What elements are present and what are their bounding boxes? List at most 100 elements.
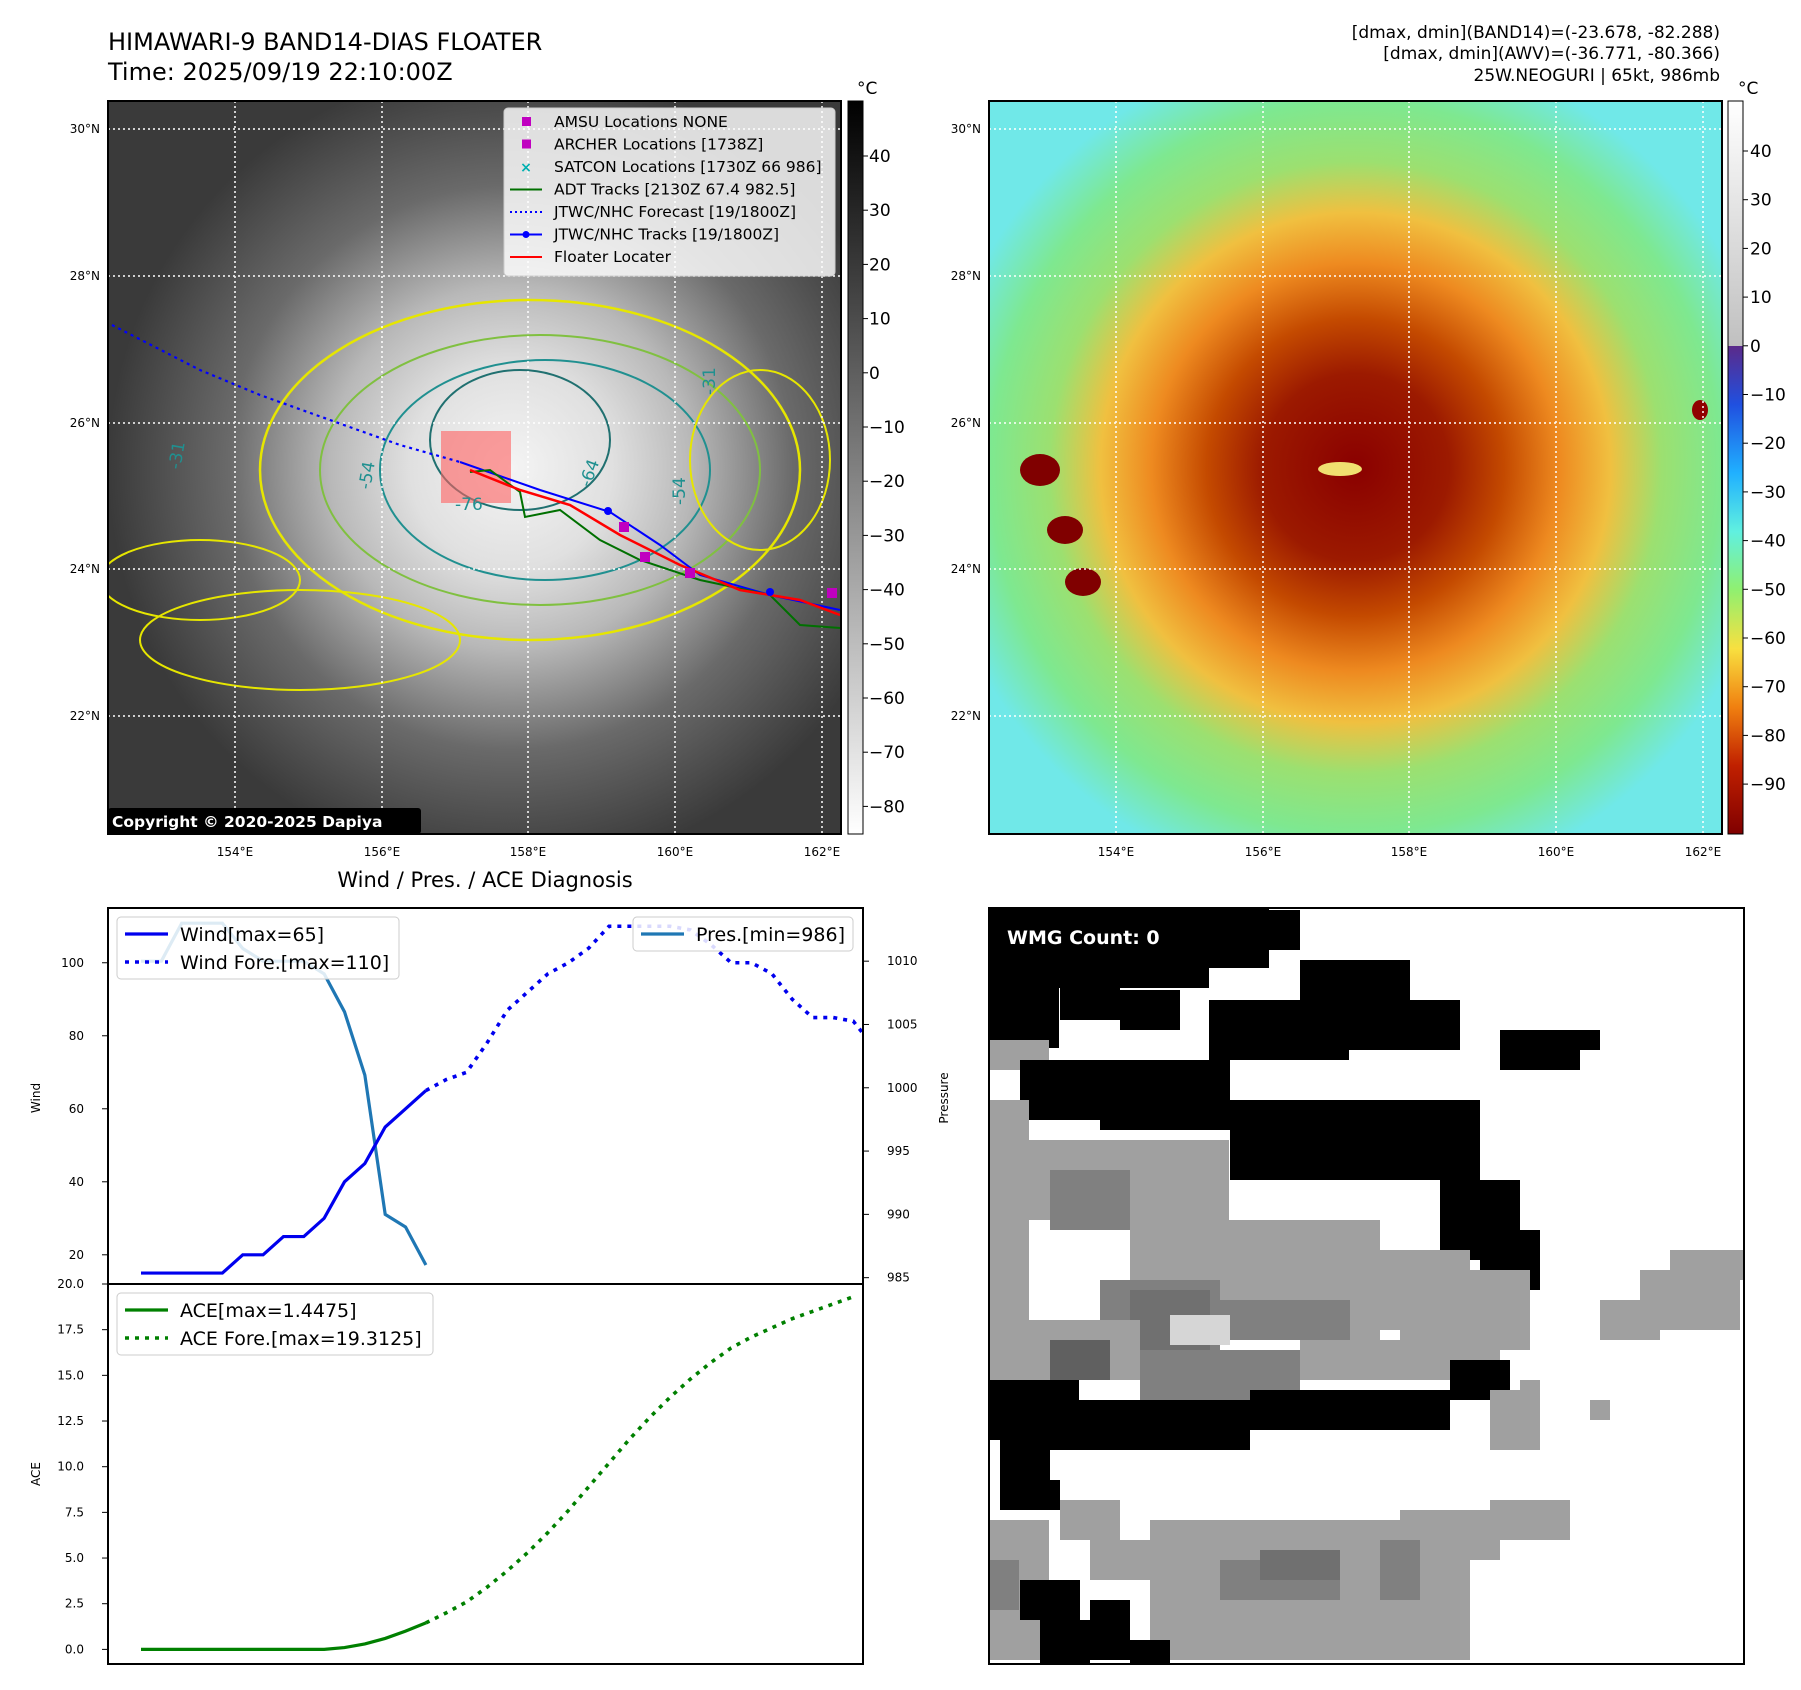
wmg-block [1560, 1030, 1600, 1050]
colorbar-left-bar [847, 100, 864, 835]
lon-label: 156°E [364, 845, 401, 859]
awv-map-frame [988, 100, 1723, 835]
colorbar-right-top [1728, 101, 1743, 346]
awv-eye [1318, 462, 1362, 476]
archer-point [640, 552, 650, 562]
colorbar-right-tick: 0 [1750, 337, 1761, 357]
contour-west-band [108, 539, 301, 621]
wind-observed-line [141, 1089, 427, 1275]
info-storm: 25W.NEOGURI | 65kt, 986mb [1474, 66, 1720, 86]
jtwc-point [766, 588, 774, 596]
wind-tick: 60 [69, 1102, 84, 1116]
wmg-block [1230, 910, 1300, 950]
colorbar-right-tick: 20 [1750, 239, 1772, 259]
lat-label: 30°N [70, 122, 100, 136]
wind-tick: 100 [61, 956, 84, 970]
archer-point [827, 588, 837, 598]
wmg-block [1590, 1400, 1610, 1420]
wmg-frame [988, 907, 1745, 1665]
ace-tick: 10.0 [57, 1460, 84, 1474]
archer-point [685, 568, 695, 578]
lat-label: 30°N [951, 122, 981, 136]
lon-label: 158°E [510, 845, 547, 859]
wmg-block [1020, 1580, 1080, 1620]
pressure-tick: 1000 [887, 1081, 918, 1095]
ace-tick: 0.0 [65, 1642, 84, 1656]
colorbar-left-tick: 20 [869, 255, 891, 275]
pressure-tick: 990 [887, 1207, 910, 1221]
wmg-block [1220, 1300, 1350, 1340]
info-band14: [dmax, dmin](BAND14)=(-23.678, -82.288) [1352, 23, 1720, 43]
colorbar-left-tick: 10 [869, 310, 891, 330]
legend-ace: ACE[max=1.4475] [180, 1300, 357, 1322]
map-legend-label: Floater Locater [554, 248, 672, 266]
lon-label: 162°E [1685, 845, 1722, 859]
lat-label: 26°N [951, 416, 981, 430]
ace-tick: 17.5 [57, 1323, 84, 1337]
ace-tick: 20.0 [57, 1277, 84, 1291]
ace-ylabel: ACE [29, 1462, 43, 1486]
contour-label: -76 [455, 495, 483, 515]
contour-labels: -31-54 -64-76 -54-31 [165, 367, 720, 515]
archer-points [604, 507, 837, 598]
lon-label: 156°E [1245, 845, 1282, 859]
lon-label: 154°E [217, 845, 254, 859]
wmg-block [1060, 970, 1120, 1020]
wmg-block [1260, 1550, 1340, 1580]
lat-label: 28°N [70, 269, 100, 283]
map-legend-label: ARCHER Locations [1738Z] [554, 136, 763, 154]
colorbar-left-tick: −60 [869, 689, 905, 709]
ace-tick: 2.5 [65, 1597, 84, 1611]
colorbar-right-tick: −80 [1750, 726, 1786, 746]
awv-cell-3 [1065, 568, 1101, 596]
wind-tick: 80 [69, 1029, 84, 1043]
awv-cell-4 [1692, 400, 1708, 420]
legend-pres: Pres.[min=986] [696, 924, 845, 946]
pressure-ylabel: Pressure [937, 1072, 951, 1123]
ace-tick: 12.5 [57, 1414, 84, 1428]
map-legend: AMSU Locations NONE ARCHER Locations [173… [503, 107, 836, 277]
colorbar-right-tick: −60 [1750, 629, 1786, 649]
ace-observed-line [141, 1621, 427, 1651]
contour-label: -54 [355, 460, 380, 491]
contour-mid [319, 334, 761, 606]
wmg-block [989, 988, 1059, 1048]
wmg-blocks [989, 908, 1744, 1664]
wmg-block [1170, 1315, 1230, 1345]
contour-outer [258, 298, 802, 642]
copyright-text: Copyright © 2020-2025 Dapiya [112, 813, 382, 831]
lat-label: 24°N [951, 562, 981, 576]
colorbar-left-tick: 40 [869, 147, 891, 167]
pressure-tick: 1010 [887, 954, 918, 968]
colorbar-right-tick: −20 [1750, 434, 1786, 454]
map-legend-label: SATCON Locations [1730Z 66 986] [554, 158, 822, 176]
colorbar-left-tick: −50 [869, 635, 905, 655]
lon-label: 162°E [804, 845, 841, 859]
contour-label: -31 [700, 367, 720, 395]
archer-point [619, 522, 629, 532]
wmg-block [1380, 1250, 1470, 1330]
colorbar-right-tick: −10 [1750, 386, 1786, 406]
colorbar-right-tick: 30 [1750, 191, 1772, 211]
awv-cell-1 [1020, 454, 1060, 486]
wmg-block [1020, 1060, 1110, 1120]
wmg-block [1300, 960, 1410, 1050]
colorbar-right-tick: −40 [1750, 532, 1786, 552]
wmg-panel: WMG Count: 0 [988, 907, 1745, 1665]
map-legend-label: JTWC/NHC Forecast [19/1800Z] [553, 203, 796, 221]
wind-tick: 20 [69, 1248, 84, 1262]
ace-forecast-line [425, 1295, 854, 1625]
lon-label: 160°E [1538, 845, 1575, 859]
wmg-block [1060, 1500, 1120, 1540]
figure-title: HIMAWARI-9 BAND14-DIAS FLOATER [108, 28, 542, 56]
legend-ace-fore: ACE Fore.[max=19.3125] [180, 1328, 422, 1350]
wmg-block [1120, 990, 1180, 1030]
ace-panel-frame [107, 1283, 864, 1665]
floater-track [469, 468, 841, 617]
info-awv: [dmax, dmin](AWV)=(-36.771, -80.366) [1383, 44, 1720, 64]
colorbar-left-unit: °C [857, 79, 877, 99]
contour-south-band [139, 589, 461, 691]
wmg-block [1040, 1620, 1090, 1664]
contour-label: -31 [165, 440, 190, 471]
ace-tick: 5.0 [65, 1551, 84, 1565]
